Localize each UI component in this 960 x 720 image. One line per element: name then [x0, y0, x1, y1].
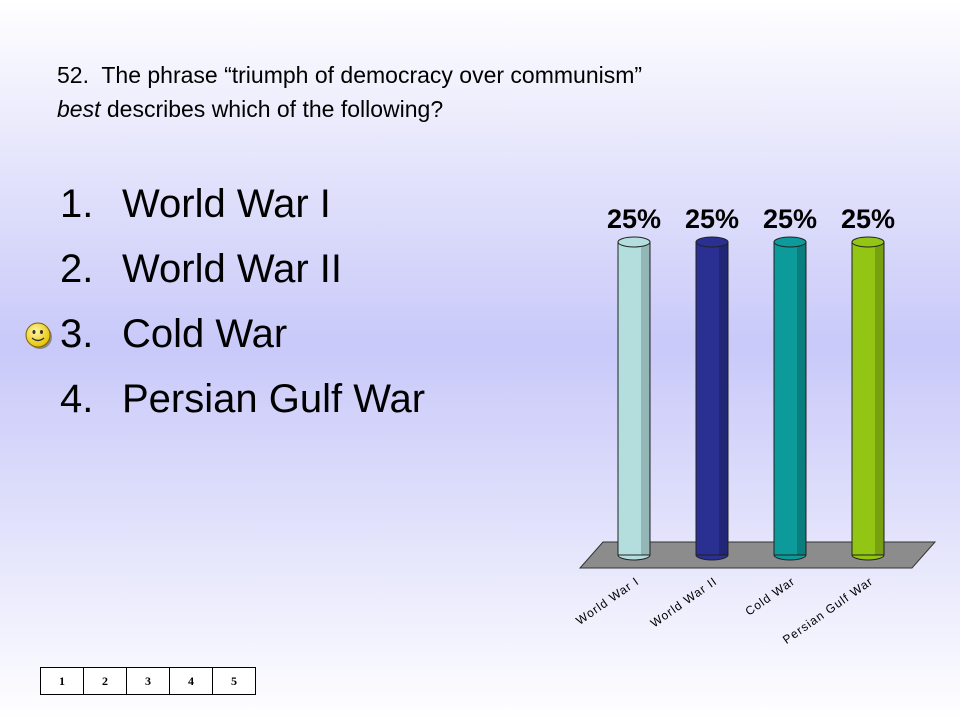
chart-bar	[695, 236, 729, 561]
chart-category-label: World War I	[573, 574, 641, 628]
answer-number: 4.	[60, 377, 94, 421]
question-text-start: The phrase “triumph of democracy over co…	[101, 62, 643, 88]
counter-cell: 3	[127, 668, 170, 694]
question-number: 52.	[57, 62, 89, 88]
answer-number: 2.	[60, 247, 94, 291]
chart-data-label: 25%	[841, 204, 895, 234]
counter-cell: 2	[84, 668, 127, 694]
counter-cell: 4	[170, 668, 213, 694]
answer-label: World War II	[122, 247, 343, 291]
answer-label: Cold War	[122, 312, 288, 356]
question-text: 52. The phrase “triumph of democracy ove…	[57, 58, 917, 126]
answer-label: Persian Gulf War	[122, 377, 426, 421]
answer-number: 3.	[60, 312, 94, 356]
chart-data-label: 25%	[763, 204, 817, 234]
chart-bar	[851, 236, 885, 561]
chart-bar	[773, 236, 807, 561]
chart-data-label: 25%	[685, 204, 739, 234]
chart-data-label: 25%	[607, 204, 661, 234]
answer-list: 1. World War I 2. World War II 3. Cold W…	[25, 172, 425, 432]
chart-category-label: World War II	[648, 574, 720, 630]
chart-floor	[578, 541, 937, 569]
answer-option-2[interactable]: 2. World War II	[60, 237, 425, 302]
answer-option-4[interactable]: 4. Persian Gulf War	[60, 367, 425, 432]
answer-label: World War I	[122, 182, 331, 226]
counter-cell: 1	[41, 668, 84, 694]
chart-category-label: Cold War	[743, 574, 798, 618]
answer-option-1[interactable]: 1. World War I	[60, 172, 425, 237]
answer-number: 1.	[60, 182, 94, 226]
chart-bar	[617, 236, 651, 561]
question-text-end: describes which of the following?	[106, 96, 444, 122]
answer-option-3[interactable]: 3. Cold War	[25, 302, 425, 367]
counter-cell: 5	[231, 673, 237, 688]
response-bar-chart: 25% World War I 25% World War II 25% Cold War…	[573, 204, 937, 647]
smiley-face-icon	[25, 322, 52, 349]
question-emphasis: best	[57, 96, 101, 122]
